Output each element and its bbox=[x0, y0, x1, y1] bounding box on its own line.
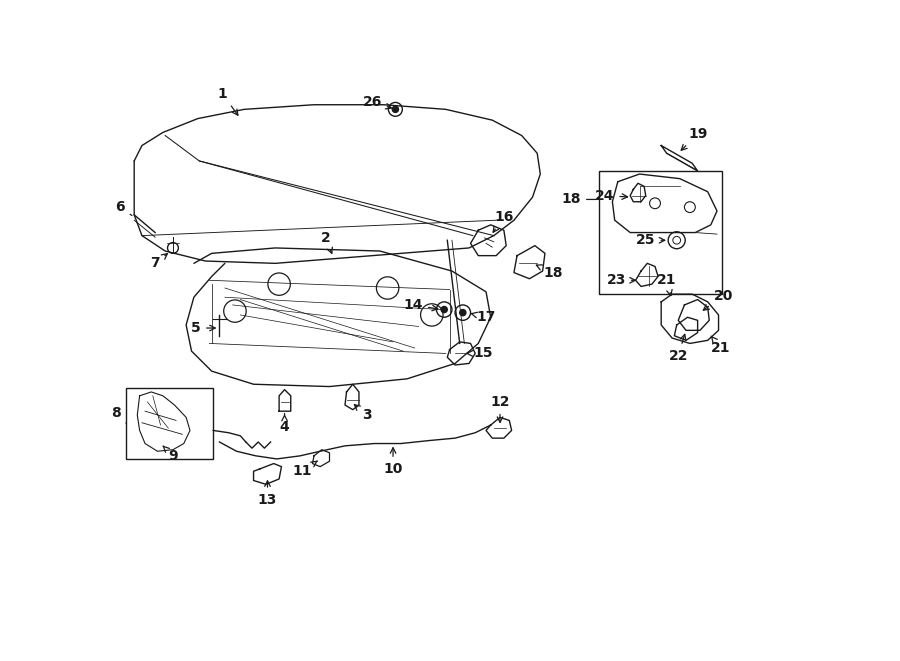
Text: 19: 19 bbox=[681, 127, 707, 150]
Text: 16: 16 bbox=[493, 210, 514, 232]
Text: 12: 12 bbox=[491, 395, 509, 422]
Text: 24: 24 bbox=[595, 188, 627, 202]
Text: 21: 21 bbox=[657, 273, 677, 295]
Text: 9: 9 bbox=[163, 446, 178, 463]
Text: 25: 25 bbox=[636, 233, 665, 247]
Text: 13: 13 bbox=[257, 481, 277, 507]
Text: 4: 4 bbox=[280, 414, 290, 434]
Text: 23: 23 bbox=[607, 273, 635, 288]
FancyBboxPatch shape bbox=[126, 388, 213, 459]
Text: 26: 26 bbox=[363, 95, 392, 109]
Text: 18: 18 bbox=[536, 265, 562, 280]
Text: 2: 2 bbox=[320, 231, 332, 253]
Text: 18: 18 bbox=[562, 192, 597, 206]
Text: 22: 22 bbox=[669, 334, 688, 363]
Text: 7: 7 bbox=[150, 254, 167, 270]
FancyBboxPatch shape bbox=[599, 171, 722, 294]
Text: 8: 8 bbox=[112, 406, 126, 424]
Text: 14: 14 bbox=[403, 298, 437, 312]
Text: 6: 6 bbox=[115, 200, 132, 215]
Text: 5: 5 bbox=[192, 321, 215, 335]
Text: 3: 3 bbox=[355, 405, 372, 422]
Circle shape bbox=[460, 309, 466, 316]
Circle shape bbox=[392, 106, 399, 112]
Text: 11: 11 bbox=[292, 461, 318, 479]
Text: 10: 10 bbox=[383, 447, 402, 476]
Circle shape bbox=[441, 307, 447, 313]
Text: 17: 17 bbox=[471, 310, 496, 325]
Text: 1: 1 bbox=[218, 87, 238, 115]
Text: 20: 20 bbox=[703, 289, 733, 310]
Text: 21: 21 bbox=[711, 336, 731, 355]
Text: 15: 15 bbox=[467, 346, 492, 360]
